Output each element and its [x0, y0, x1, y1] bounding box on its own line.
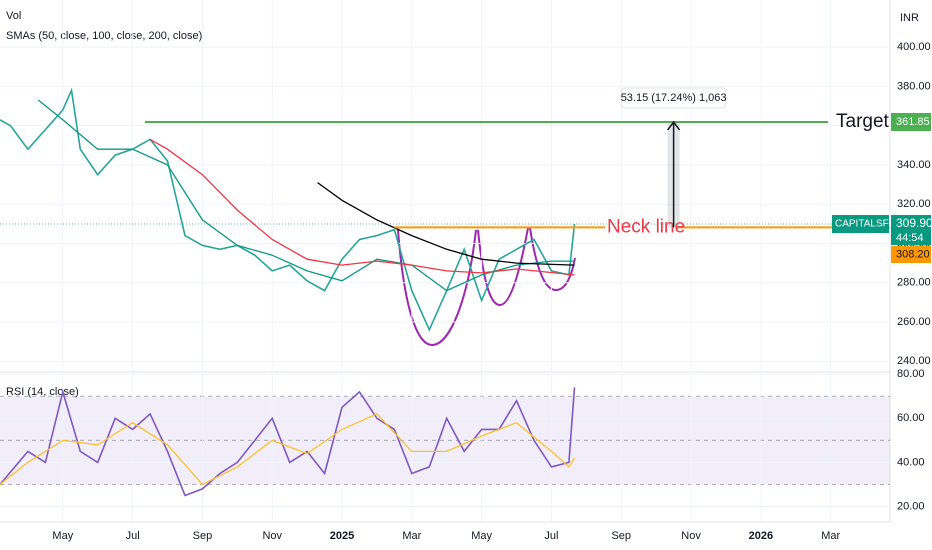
x-tick-label: May	[471, 530, 492, 542]
series-line	[0, 387, 576, 497]
series-line	[317, 182, 575, 266]
symbol-label: CAPITALSFB	[835, 219, 896, 230]
y-tick-label: 320.00	[897, 198, 931, 210]
currency-label: INR	[900, 12, 919, 24]
y-tick-label: 260.00	[897, 316, 931, 328]
rsi-title: RSI (14, close)	[6, 386, 79, 398]
target-price: 361.85	[896, 116, 930, 128]
x-tick-label: Jul	[126, 530, 140, 542]
y-tick-label: 60.00	[897, 412, 925, 424]
cup-curve	[529, 227, 576, 292]
x-tick-label: Sep	[193, 530, 213, 542]
x-tick-label: May	[52, 530, 73, 542]
x-tick-label: Mar	[402, 530, 421, 542]
x-tick-label: 2025	[330, 530, 354, 542]
x-tick-label: Nov	[681, 530, 701, 542]
neckline-price-box	[891, 246, 931, 264]
indicator-title: SMAs (50, close, 100, close, 200, close)	[6, 30, 202, 42]
y-tick-label: 80.00	[897, 368, 925, 380]
series-line	[0, 413, 576, 486]
pane-title: Vol	[6, 10, 21, 22]
symbol-box	[832, 215, 889, 234]
y-tick-label: 400.00	[897, 41, 931, 53]
last-price: 309.90	[896, 216, 932, 230]
series-line	[149, 138, 575, 276]
neckline-label: Neck line	[607, 216, 685, 237]
measure-box	[621, 87, 727, 109]
target-label: Target	[836, 111, 890, 132]
last-price-box	[891, 215, 931, 246]
x-tick-label: 2026	[749, 530, 773, 542]
y-tick-label: 380.00	[897, 80, 931, 92]
countdown: 44:54	[896, 232, 924, 244]
y-tick-label: 340.00	[897, 159, 931, 171]
series-line	[0, 87, 576, 332]
target-price-box	[891, 113, 931, 132]
x-tick-label: Jul	[544, 530, 558, 542]
rsi-band	[0, 396, 890, 485]
x-tick-label: Mar	[821, 530, 840, 542]
y-tick-label: 280.00	[897, 277, 931, 289]
cup-curve	[397, 229, 477, 347]
x-tick-label: Nov	[262, 530, 282, 542]
x-tick-label: Sep	[611, 530, 631, 542]
neckline-price: 308.20	[896, 248, 930, 260]
y-tick-label: 240.00	[897, 355, 931, 367]
y-tick-label: 20.00	[897, 500, 925, 512]
y-tick-label: 40.00	[897, 456, 925, 468]
measure-label: 53.15 (17.24%) 1,063	[621, 92, 727, 104]
measure-arrowhead	[667, 120, 681, 131]
